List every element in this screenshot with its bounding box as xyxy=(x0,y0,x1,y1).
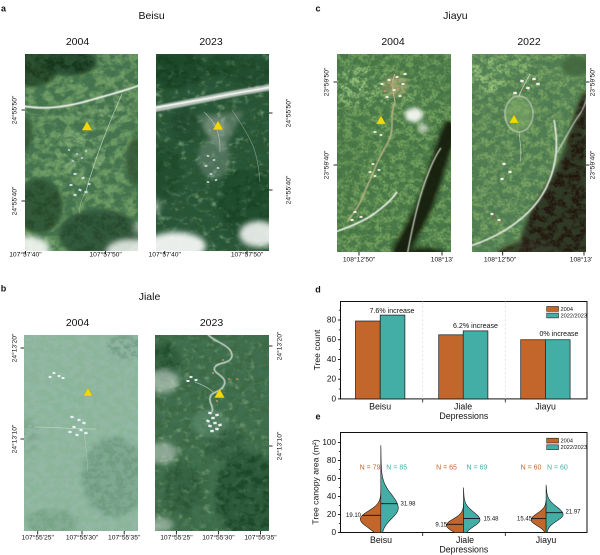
svg-text:2022/2023: 2022/2023 xyxy=(561,445,587,451)
svg-text:Jiale: Jiale xyxy=(454,402,472,412)
svg-text:0: 0 xyxy=(331,528,336,537)
svg-text:60: 60 xyxy=(327,474,337,483)
svg-text:19.10: 19.10 xyxy=(346,513,362,519)
svg-text:31.98: 31.98 xyxy=(401,502,417,508)
svg-text:40: 40 xyxy=(327,492,337,501)
svg-text:21.97: 21.97 xyxy=(566,510,582,516)
svg-text:Beisu: Beisu xyxy=(370,535,392,545)
svg-text:15.45: 15.45 xyxy=(517,517,533,523)
svg-text:80: 80 xyxy=(327,456,337,465)
svg-text:2004: 2004 xyxy=(561,439,573,445)
svg-text:N = 69: N = 69 xyxy=(466,465,487,472)
svg-text:Tree count: Tree count xyxy=(312,329,322,370)
svg-text:Jiayu: Jiayu xyxy=(536,535,557,545)
svg-text:15.48: 15.48 xyxy=(484,517,500,523)
svg-text:40: 40 xyxy=(327,355,337,364)
svg-text:100: 100 xyxy=(322,438,336,447)
svg-text:2022/2023: 2022/2023 xyxy=(561,313,587,319)
svg-text:0: 0 xyxy=(331,394,336,403)
svg-text:0% increase: 0% increase xyxy=(539,330,578,338)
svg-text:N = 60: N = 60 xyxy=(547,465,568,472)
svg-text:N = 65: N = 65 xyxy=(436,465,457,472)
svg-text:6.2% increase: 6.2% increase xyxy=(453,322,498,330)
svg-text:7.6% increase: 7.6% increase xyxy=(370,307,415,315)
svg-text:Beisu: Beisu xyxy=(369,402,391,412)
svg-text:N = 79: N = 79 xyxy=(360,465,381,472)
svg-text:80: 80 xyxy=(327,316,337,325)
svg-text:Tree canopy area (m²): Tree canopy area (m²) xyxy=(311,439,321,524)
svg-text:60: 60 xyxy=(327,335,337,344)
svg-text:Depressions: Depressions xyxy=(439,545,488,555)
svg-text:Jiale: Jiale xyxy=(456,535,474,545)
svg-text:9.15: 9.15 xyxy=(435,523,447,529)
svg-text:Depressions: Depressions xyxy=(439,411,488,421)
svg-text:20: 20 xyxy=(327,375,337,384)
svg-text:20: 20 xyxy=(327,510,337,519)
svg-text:2004: 2004 xyxy=(561,307,573,313)
svg-text:N = 85: N = 85 xyxy=(386,465,407,472)
svg-text:N = 60: N = 60 xyxy=(521,465,542,472)
svg-text:Jiayu: Jiayu xyxy=(535,402,556,412)
